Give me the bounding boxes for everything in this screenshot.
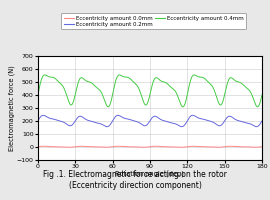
Text: Fig .1. Electromagnetic force acting on the rotor
(Eccentricity direction compon: Fig .1. Electromagnetic force acting on … (43, 170, 227, 190)
Y-axis label: Electromagnetic force (N): Electromagnetic force (N) (9, 65, 15, 151)
X-axis label: Rotation angle (deg): Rotation angle (deg) (115, 171, 184, 177)
Legend: Eccentricity amount 0.0mm, Eccentricity amount 0.2mm, Eccentricity amount 0.4mm: Eccentricity amount 0.0mm, Eccentricity … (61, 13, 247, 29)
